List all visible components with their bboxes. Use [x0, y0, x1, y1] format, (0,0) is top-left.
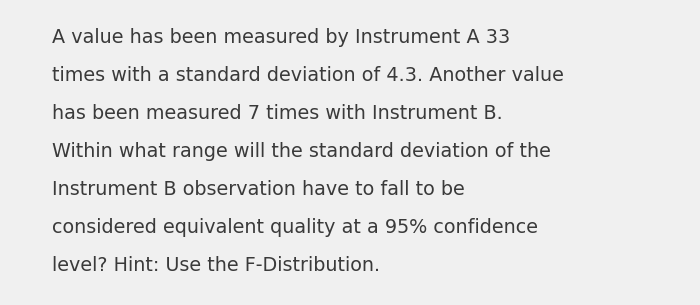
- Text: Instrument B observation have to fall to be: Instrument B observation have to fall to…: [52, 180, 465, 199]
- Text: A value has been measured by Instrument A 33: A value has been measured by Instrument …: [52, 28, 510, 47]
- Text: has been measured 7 times with Instrument B.: has been measured 7 times with Instrumen…: [52, 104, 503, 123]
- Text: times with a standard deviation of 4.3. Another value: times with a standard deviation of 4.3. …: [52, 66, 564, 85]
- Text: level? Hint: Use the F-Distribution.: level? Hint: Use the F-Distribution.: [52, 256, 380, 275]
- Text: considered equivalent quality at a 95% confidence: considered equivalent quality at a 95% c…: [52, 218, 538, 237]
- Text: Within what range will the standard deviation of the: Within what range will the standard devi…: [52, 142, 551, 161]
